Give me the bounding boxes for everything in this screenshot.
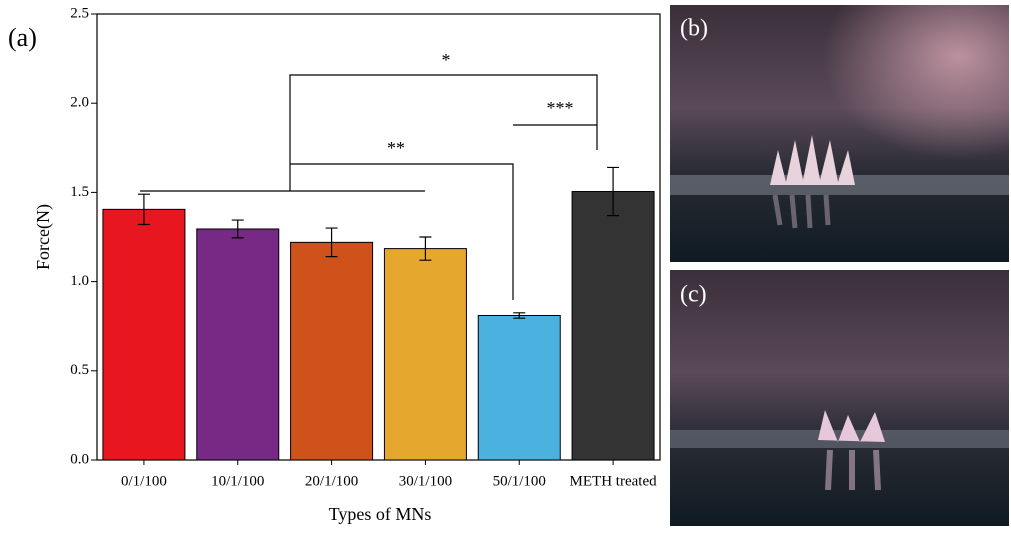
panel-label: (a): [8, 23, 37, 52]
error-bar: [325, 227, 338, 258]
y-tick-label: 2.5: [70, 5, 89, 21]
annotation: ***: [547, 98, 574, 118]
bar: [383, 248, 467, 461]
significance-brackets: [140, 74, 598, 300]
plot-frame: [96, 13, 661, 461]
error-bar: [137, 193, 150, 226]
x-tick-label: 20/1/100: [305, 473, 358, 489]
bar: [102, 208, 186, 461]
panel-label: (c): [680, 282, 707, 308]
y-tick-label: 0.5: [70, 362, 89, 378]
error-bar: [231, 219, 244, 239]
error-bar: [419, 236, 432, 261]
photo-b: [670, 5, 1009, 262]
y-axis-title: Force(N): [33, 204, 54, 270]
bar: [571, 191, 655, 461]
bar: [290, 241, 374, 461]
photo-c: [670, 270, 1009, 526]
error-bar: [607, 166, 620, 217]
x-tick-label: 30/1/100: [399, 473, 452, 489]
x-tick-label: 10/1/100: [211, 473, 264, 489]
x-axis-title: Types of MNs: [329, 504, 432, 524]
x-tick-label: 0/1/100: [121, 473, 167, 489]
y-tick-label: 1.5: [70, 184, 89, 200]
y-tick-label: 1.0: [70, 273, 89, 289]
panel-label: (b): [680, 16, 708, 42]
y-tick-label: 0.0: [70, 451, 89, 467]
error-bar: [513, 312, 526, 319]
bar: [477, 314, 561, 461]
x-tick-label: 50/1/100: [493, 473, 546, 489]
y-tick-label: 2.0: [70, 95, 89, 111]
bar: [196, 228, 280, 461]
x-tick-label: METH treated: [570, 473, 658, 489]
annotation: **: [387, 138, 405, 158]
annotation: *: [442, 50, 451, 70]
